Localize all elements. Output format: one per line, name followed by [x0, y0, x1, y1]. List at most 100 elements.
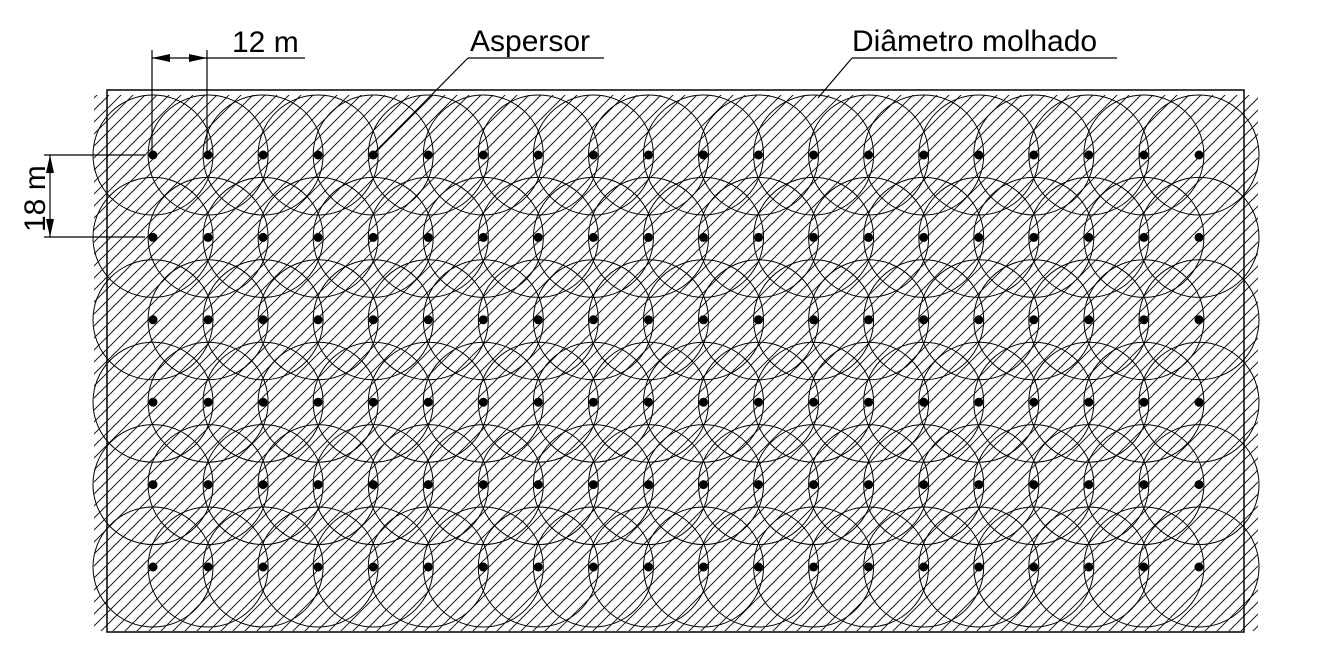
- field-boundary: [106, 89, 1245, 633]
- wetted-circle: [367, 506, 489, 628]
- sprinkler-point: [974, 150, 984, 160]
- wetted-area-hatching: [94, 95, 1258, 631]
- wetted-circle: [1138, 259, 1260, 381]
- sprinkler-point: [644, 315, 653, 325]
- sprinkler-point: [368, 562, 378, 572]
- wetted-circle: [257, 94, 379, 216]
- wetted-circle: [808, 424, 930, 546]
- wetted-circle: [918, 176, 1040, 298]
- wetted-circle: [367, 259, 489, 381]
- sprinkler-point: [1029, 397, 1039, 407]
- sprinkler-point: [919, 150, 929, 160]
- wetted-circle: [643, 176, 764, 298]
- sprinkler-point: [258, 315, 268, 325]
- wetted-circle: [312, 176, 434, 298]
- wetted-circle: [477, 341, 599, 463]
- sprinkler-point: [974, 562, 984, 572]
- sprinkler-point: [588, 397, 598, 407]
- wetted-circle: [918, 424, 1040, 546]
- sprinkler-point: [368, 150, 378, 160]
- sprinkler-point: [1084, 150, 1094, 160]
- sprinkler-point: [1139, 232, 1149, 242]
- spacing-y-dimension: [44, 154, 145, 238]
- sprinkler-point: [203, 150, 213, 160]
- sprinkler-point: [148, 562, 158, 572]
- wetted-circle: [863, 94, 985, 216]
- wetted-circle: [588, 424, 709, 546]
- wetted-circle: [918, 94, 1040, 216]
- wetted-circle: [863, 424, 985, 546]
- sprinkler-point: [1139, 562, 1149, 572]
- wetted-diameter-label: Diâmetro molhado: [852, 25, 1097, 58]
- sprinkler-point: [423, 480, 433, 490]
- sprinkler-point: [478, 315, 488, 325]
- sprinkler-point: [1194, 232, 1204, 242]
- wetted-circle: [1083, 506, 1205, 628]
- wetted-circle: [532, 341, 654, 463]
- sprinkler-point: [1084, 397, 1094, 407]
- sprinkler-point: [533, 562, 543, 572]
- sprinkler-point: [478, 232, 488, 242]
- sprinkler-point: [478, 397, 488, 407]
- wetted-circle: [202, 94, 324, 216]
- wetted-circle: [698, 424, 819, 546]
- sprinkler-point: [1139, 315, 1149, 325]
- wetted-circle: [312, 341, 434, 463]
- sprinkler-point: [1084, 480, 1094, 490]
- wetted-circle: [1138, 94, 1260, 216]
- sprinkler-point: [809, 232, 819, 242]
- wetted-circle: [588, 506, 709, 628]
- sprinkler-point: [588, 480, 598, 490]
- wetted-circle: [1028, 176, 1150, 298]
- sprinkler-point: [313, 232, 323, 242]
- wetted-circle: [753, 94, 875, 216]
- wetted-circle: [588, 259, 709, 381]
- sprinkler-point: [258, 232, 268, 242]
- sprinkler-point: [1029, 232, 1039, 242]
- wetted-circle: [643, 506, 764, 628]
- sprinkler-point: [1029, 150, 1039, 160]
- wetted-circle: [918, 506, 1040, 628]
- sprinkler-point: [1194, 150, 1204, 160]
- sprinkler-point: [974, 315, 984, 325]
- sprinkler-point: [313, 562, 323, 572]
- sprinkler-point: [533, 397, 543, 407]
- wetted-circle: [1028, 94, 1150, 216]
- wetted-circle: [588, 341, 709, 463]
- sprinkler-point: [203, 315, 213, 325]
- sprinkler-point: [1029, 480, 1039, 490]
- sprinkler-point: [864, 562, 874, 572]
- wetted-circle: [147, 341, 269, 463]
- sprinkler-point: [1084, 562, 1094, 572]
- wetted-circle: [1083, 424, 1205, 546]
- wetted-circle: [1138, 341, 1260, 463]
- wetted-circle: [1028, 424, 1150, 546]
- wetted-circle: [1028, 259, 1150, 381]
- wetted-circle: [532, 176, 654, 298]
- sprinkler-point: [533, 232, 543, 242]
- sprinkler-point: [423, 397, 433, 407]
- sprinkler-point: [148, 232, 158, 242]
- wetted-circle: [863, 506, 985, 628]
- wetted-circle: [863, 176, 985, 298]
- wetted-circle: [422, 424, 544, 546]
- sprinkler-point: [1194, 480, 1204, 490]
- sprinkler-point: [864, 232, 874, 242]
- sprinkler-point: [148, 397, 158, 407]
- wetted-circle: [643, 259, 764, 381]
- sprinkler-point: [699, 562, 708, 572]
- sprinkler-point: [1029, 315, 1039, 325]
- wetted-circle: [532, 506, 654, 628]
- wetted-circle: [753, 259, 875, 381]
- sprinkler-point: [368, 315, 378, 325]
- wetted-circle: [863, 259, 985, 381]
- sprinkler-point: [368, 397, 378, 407]
- sprinkler-point: [203, 397, 213, 407]
- sprinkler-point: [974, 232, 984, 242]
- wetted-circle: [808, 94, 930, 216]
- sprinkler-point: [368, 480, 378, 490]
- wetted-circle: [698, 94, 819, 216]
- sprinkler-point: [533, 315, 543, 325]
- wetted-circle: [808, 341, 930, 463]
- sprinkler-point: [809, 150, 819, 160]
